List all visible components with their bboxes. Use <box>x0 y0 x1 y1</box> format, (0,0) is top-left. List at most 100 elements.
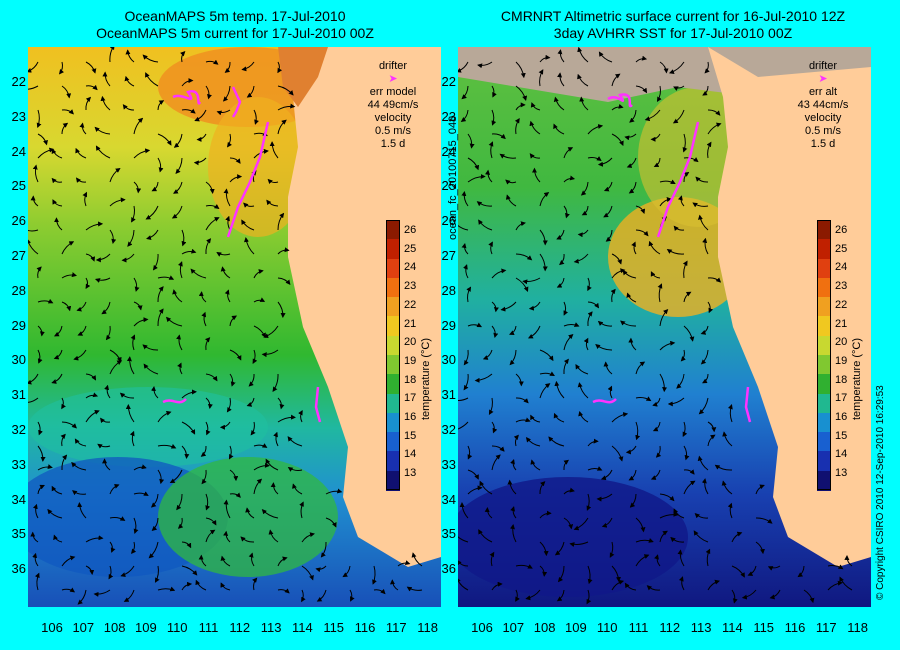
current-vector <box>556 277 565 288</box>
current-vector <box>700 349 709 365</box>
current-vector <box>698 397 709 415</box>
current-vector <box>37 298 54 304</box>
current-vector <box>32 503 39 519</box>
current-vector <box>515 589 520 602</box>
current-vector <box>325 517 337 528</box>
legend-velocity-label: velocity <box>374 112 412 124</box>
colorbar-tick-label: 17 <box>835 392 848 405</box>
legend-drifter-label: drifter <box>378 60 408 72</box>
current-vector <box>253 297 266 303</box>
colorbar-frame <box>386 220 400 490</box>
current-vector <box>515 564 533 569</box>
current-vector <box>205 397 213 410</box>
current-vector <box>467 485 483 495</box>
current-vector <box>53 217 63 231</box>
current-vector <box>652 397 661 407</box>
current-vector <box>205 181 215 194</box>
current-vector <box>515 221 526 231</box>
lon-tick-label: 118 <box>847 620 868 635</box>
current-vector <box>463 373 469 391</box>
current-vector <box>205 493 211 511</box>
current-vector <box>219 421 231 430</box>
current-vector <box>652 421 661 432</box>
current-vector <box>557 72 565 87</box>
current-vector <box>479 480 493 495</box>
current-vector <box>488 397 494 416</box>
current-vector <box>108 565 114 580</box>
current-vector <box>61 85 72 99</box>
current-vector <box>301 565 314 581</box>
colorbar-segment <box>817 220 831 241</box>
current-vector <box>587 301 600 309</box>
current-vector <box>694 513 709 519</box>
lon-tick-label: 113 <box>260 620 282 635</box>
current-vector <box>603 181 613 192</box>
current-vector <box>731 565 745 578</box>
current-vector <box>587 438 599 447</box>
lat-tick-label: 33 <box>441 456 456 472</box>
current-vector <box>245 507 255 519</box>
current-vector <box>485 169 493 183</box>
current-vector <box>287 436 303 447</box>
colorbar-segment <box>817 412 831 434</box>
current-vector <box>104 384 111 399</box>
lon-tick-label: 106 <box>471 620 493 635</box>
lat-tick-label: 27 <box>441 248 456 263</box>
colorbar-segment <box>817 277 831 299</box>
colorbar-tick-label: 22 <box>835 298 848 311</box>
current-vector <box>36 109 42 129</box>
colorbar-tick-label: 13 <box>404 467 417 480</box>
current-vector <box>28 85 39 90</box>
current-vector <box>466 286 472 303</box>
current-vector <box>181 581 193 591</box>
green-eddy-patch <box>158 457 338 577</box>
current-vector <box>680 349 686 362</box>
current-vector <box>601 517 613 528</box>
lat-tick-label: 27 <box>11 248 26 263</box>
current-vector <box>85 409 100 423</box>
current-vector <box>580 181 589 196</box>
current-vector <box>28 373 39 385</box>
lat-tick-label: 26 <box>11 213 26 229</box>
colorbar-tick-label: 23 <box>835 280 848 293</box>
current-vector <box>653 157 661 167</box>
current-vector <box>28 238 39 255</box>
current-vector <box>587 123 604 135</box>
current-vector <box>223 499 231 519</box>
legend-err-values: 43 44cm/s <box>797 99 849 111</box>
current-vector <box>190 268 207 279</box>
current-vector <box>124 75 135 87</box>
lat-tick-label: 23 <box>441 108 456 124</box>
current-vector <box>273 431 279 447</box>
current-vector <box>253 478 263 495</box>
current-vector <box>707 122 722 135</box>
colorbar-tick-label: 20 <box>835 336 848 349</box>
current-vector <box>491 454 501 471</box>
current-vector <box>349 589 355 602</box>
current-vector <box>650 469 661 480</box>
current-vector <box>253 109 259 125</box>
current-vector <box>269 141 279 159</box>
current-vector <box>181 541 192 549</box>
current-vector <box>573 253 589 264</box>
lat-tick-label: 36 <box>441 561 456 577</box>
drifter-track <box>607 93 633 108</box>
current-vector <box>270 482 279 495</box>
current-vector <box>100 95 111 111</box>
current-vector <box>538 69 544 87</box>
colorbar-segment <box>817 374 831 395</box>
current-vector <box>635 421 641 441</box>
current-vector <box>657 283 663 303</box>
current-vector <box>216 252 231 257</box>
current-vector <box>241 61 255 72</box>
current-vector <box>654 554 661 567</box>
current-vector <box>316 589 327 602</box>
drifter-track <box>592 398 617 404</box>
current-vector <box>200 445 207 457</box>
current-vector <box>61 454 68 471</box>
current-vector <box>769 589 781 600</box>
current-vector <box>701 478 709 495</box>
current-vector <box>178 261 183 279</box>
current-vector <box>76 301 87 312</box>
current-vector <box>277 556 288 567</box>
